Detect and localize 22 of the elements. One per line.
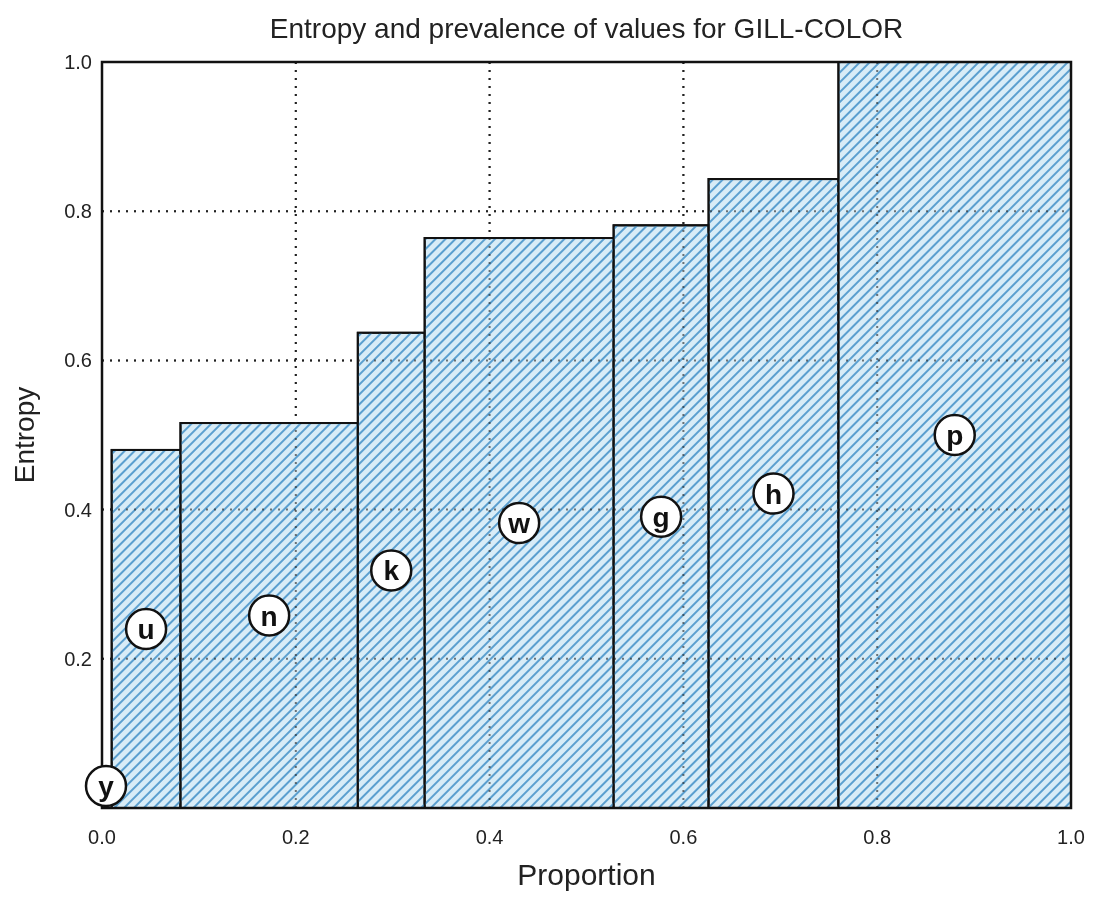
y-tick-label: 0.4 [64,498,92,521]
y-tick-label: 0.2 [64,647,92,670]
annotation: p [946,420,964,451]
annotation: n [260,600,278,632]
annotation: y [98,771,115,802]
annotation: k [383,555,400,587]
x-axis-title: Proportion [517,858,656,891]
x-tick-label: 0.8 [863,826,892,848]
y-axis-title: Entropy [9,386,40,484]
x-tick-label: 0.4 [475,826,504,848]
y-tick-label: 0.8 [64,200,92,223]
x-tick-label: 0.2 [281,826,310,848]
chart-title: Entropy and prevalence of values for GILL-COLOR [269,13,904,44]
y-tick-label: 0.6 [64,349,92,372]
x-tick-label: 1.0 [1057,826,1085,848]
annotation: h [764,478,783,510]
y-tick-label: 1.0 [64,51,92,73]
annotation: u [137,613,155,645]
annotation: g [652,501,670,533]
x-tick-label: 0.0 [88,826,116,848]
annotation: w [507,508,531,540]
x-tick-label: 0.6 [669,826,698,848]
